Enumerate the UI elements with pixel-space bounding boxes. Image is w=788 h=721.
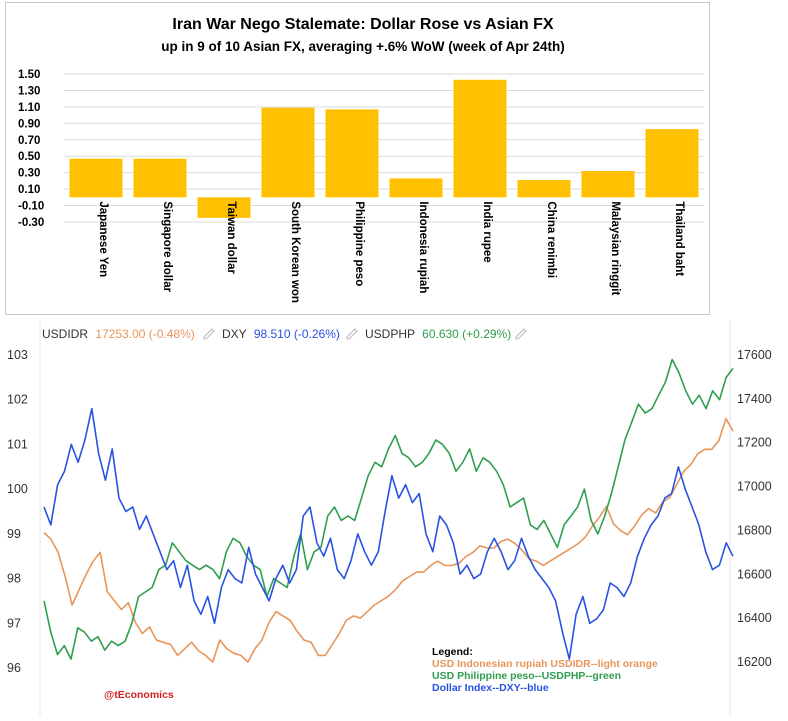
bar-chart-panel: Iran War Nego Stalemate: Dollar Rose vs … bbox=[5, 2, 710, 315]
bar bbox=[325, 109, 379, 198]
bar bbox=[645, 129, 699, 198]
y-tick-label: 0.70 bbox=[18, 135, 40, 147]
header-value-dxy: 98.510 (-0.26%) bbox=[254, 327, 340, 341]
bar bbox=[261, 107, 315, 198]
svg-text:DXY 98.510 (-0.26%): DXY 98.510 (-0.26%) bbox=[222, 327, 340, 341]
x-category-label: Japanese Yen bbox=[97, 201, 109, 277]
header-value-usdidr: 17253.00 (-0.48%) bbox=[95, 327, 194, 341]
header-symbol-usdphp: USDPHP bbox=[365, 327, 415, 341]
chart-subtitle: up in 9 of 10 Asian FX, averaging +.6% W… bbox=[161, 39, 564, 54]
header-symbol-usdidr: USDIDR bbox=[42, 327, 88, 341]
line-chart: USDIDR 17253.00 (-0.48%) DXY 98.510 (-0.… bbox=[7, 320, 772, 716]
y-tick-label: 1.10 bbox=[18, 102, 40, 114]
y-tick-label: 0.10 bbox=[18, 184, 40, 196]
left-axis-tick-label: 100 bbox=[7, 482, 28, 496]
edit-pencil-icon[interactable] bbox=[515, 328, 527, 340]
left-axis-tick-label: 98 bbox=[7, 572, 21, 586]
header-legend: USDIDR 17253.00 (-0.48%) DXY 98.510 (-0.… bbox=[42, 327, 527, 341]
series-line-usdidr bbox=[43, 417, 734, 663]
legend-item-usdphp: USD Philippine peso--USDPHP--green bbox=[432, 670, 621, 682]
x-category-label: Philippine peso bbox=[353, 201, 365, 286]
chart-title: Iran War Nego Stalemate: Dollar Rose vs … bbox=[172, 16, 553, 33]
x-category-label: India rupee bbox=[481, 201, 493, 262]
legend-box: Legend: USD Indonesian rupiah USDIDR--li… bbox=[432, 646, 658, 694]
bar bbox=[453, 79, 507, 198]
bar bbox=[581, 171, 635, 198]
y-tick-label: -0.30 bbox=[18, 217, 44, 229]
left-axis-tick-label: 97 bbox=[7, 616, 21, 630]
right-axis-tick-label: 16800 bbox=[737, 523, 772, 537]
header-value-usdphp: 60.630 (+0.29%) bbox=[422, 327, 511, 341]
bar-chart: Iran War Nego Stalemate: Dollar Rose vs … bbox=[18, 16, 704, 303]
bar bbox=[69, 158, 123, 198]
x-category-label: Malaysian ringgit bbox=[609, 201, 621, 295]
right-axis-tick-label: 16600 bbox=[737, 567, 772, 581]
x-category-label: Thailand baht bbox=[673, 201, 685, 276]
series-line-dxy bbox=[43, 407, 734, 660]
edit-pencil-icon[interactable] bbox=[346, 328, 358, 340]
bar bbox=[517, 180, 571, 198]
line-chart-panel: USDIDR 17253.00 (-0.48%) DXY 98.510 (-0.… bbox=[0, 318, 788, 716]
x-category-label: Singapore dollar bbox=[161, 201, 173, 292]
svg-text:USDPHP 60.630 (+0.29%): USDPHP 60.630 (+0.29%) bbox=[365, 327, 511, 341]
right-axis-tick-label: 17400 bbox=[737, 392, 772, 406]
y-tick-label: 1.50 bbox=[18, 69, 40, 81]
right-axis-tick-label: 17600 bbox=[737, 348, 772, 362]
y-tick-label: 0.30 bbox=[18, 168, 40, 180]
left-axis-tick-label: 96 bbox=[7, 661, 21, 675]
legend-item-dxy: Dollar Index--DXY--blue bbox=[432, 682, 549, 694]
right-axis-tick-label: 17000 bbox=[737, 480, 772, 494]
x-category-label: Taiwan dollar bbox=[225, 201, 237, 274]
y-tick-label: -0.10 bbox=[18, 201, 44, 213]
bar bbox=[389, 178, 443, 198]
watermark: @tEconomics bbox=[104, 689, 174, 701]
right-axis-tick-label: 16200 bbox=[737, 655, 772, 669]
x-category-label: China renimbi bbox=[545, 201, 557, 278]
y-tick-label: 0.50 bbox=[18, 151, 40, 163]
y-tick-label: 0.90 bbox=[18, 118, 40, 130]
left-axis-tick-label: 102 bbox=[7, 393, 28, 407]
x-category-label: Indonesia rupiah bbox=[417, 201, 429, 293]
x-category-label: South Korean won bbox=[289, 201, 301, 303]
bar bbox=[197, 197, 251, 218]
bar bbox=[133, 158, 187, 198]
left-axis-tick-label: 101 bbox=[7, 437, 28, 451]
legend-item-usdidr: USD Indonesian rupiah USDIDR--light oran… bbox=[432, 658, 658, 670]
edit-pencil-icon[interactable] bbox=[203, 328, 215, 340]
series-line-usdphp bbox=[43, 358, 734, 660]
y-tick-label: 1.30 bbox=[18, 85, 40, 97]
left-axis-tick-label: 99 bbox=[7, 527, 21, 541]
legend-title: Legend: bbox=[432, 646, 473, 658]
left-axis-tick-label: 103 bbox=[7, 348, 28, 362]
header-symbol-dxy: DXY bbox=[222, 327, 247, 341]
right-axis-tick-label: 17200 bbox=[737, 436, 772, 450]
right-axis-tick-label: 16400 bbox=[737, 611, 772, 625]
svg-text:USDIDR 17253.00 (-0.48: USDIDR 17253.00 (-0.48%) bbox=[42, 327, 195, 341]
